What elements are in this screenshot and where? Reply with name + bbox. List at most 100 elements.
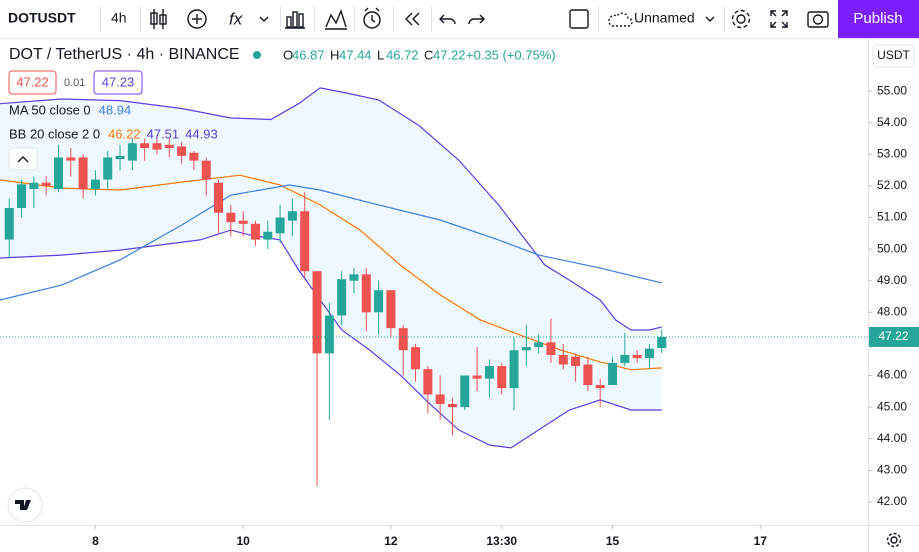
chevron[interactable] [705, 16, 715, 22]
candle-body [201, 160, 211, 180]
templates-icon[interactable] [285, 11, 305, 29]
candle-body [644, 348, 654, 359]
toolbar [0, 0, 919, 38]
candle-body [250, 223, 260, 240]
currency: USDT [877, 48, 910, 62]
candle-body [632, 354, 642, 359]
compare-icon[interactable] [187, 9, 207, 29]
indicator-templates-icon[interactable] [325, 8, 347, 30]
candle-body [411, 347, 421, 370]
candle-body [497, 366, 507, 389]
sell-box[interactable] [8, 70, 57, 95]
chart-title: DOT / TetherUS · 4h · BINANCE [9, 46, 240, 63]
publish-label[interactable]: Publish [853, 10, 902, 27]
plot-area [0, 87, 667, 487]
y-tick-label: 42.00 [877, 494, 907, 508]
candle-body [558, 354, 568, 365]
ohlc-letter: O [283, 47, 293, 62]
interval[interactable]: 4h [111, 10, 127, 26]
ohlc-value: 47.44 [339, 47, 372, 62]
buy-box[interactable] [93, 70, 143, 95]
y-tick-label: 55.00 [877, 83, 907, 97]
candle-body [238, 220, 248, 224]
publish-button[interactable] [838, 0, 919, 38]
candle-body [447, 403, 457, 408]
indicator-value: 44.93 [185, 126, 218, 141]
y-tick-label: 52.00 [877, 178, 907, 192]
candle-body [53, 157, 63, 190]
candle-body [66, 157, 76, 161]
candle-body [41, 182, 51, 186]
x-tick-label: 12 [384, 534, 398, 548]
layout-icon[interactable] [569, 9, 589, 29]
candle-body [214, 182, 224, 213]
candle-body [349, 274, 359, 281]
undo-icon[interactable] [439, 14, 456, 25]
candle-body [29, 182, 39, 190]
candle-body [324, 315, 334, 354]
candle-body [115, 155, 125, 160]
indicator-line [0, 184, 662, 301]
y-tick-label: 51.00 [877, 210, 907, 224]
indicator-value: 46.22 [108, 126, 141, 141]
redo-icon [468, 14, 485, 25]
indicator-label: BB 20 close 2 0 [9, 126, 100, 141]
candle-body [374, 290, 384, 313]
candle-body [361, 274, 371, 313]
ask-price[interactable]: 47.23 [102, 74, 135, 89]
y-tick-label: 44.00 [877, 431, 907, 445]
snapshot-icon[interactable] [807, 11, 829, 28]
candle-body [620, 354, 630, 363]
candle-body [17, 184, 27, 209]
ohlc-value: 47.22 [433, 47, 466, 62]
indicator-value: 47.51 [147, 126, 180, 141]
indicators-icon[interactable]: fx [229, 9, 243, 28]
candle-body [164, 144, 174, 148]
settings-icon[interactable] [731, 9, 751, 29]
x-tick-label: 15 [606, 534, 620, 548]
candle-body [521, 347, 531, 351]
candle-body [571, 356, 581, 367]
tv-logo [7, 487, 43, 523]
ohlc-letter: H [330, 47, 339, 62]
indicator-value: 48.94 [99, 102, 132, 117]
currency-box [872, 44, 915, 68]
candle-body [608, 362, 618, 385]
fullscreen-icon[interactable] [770, 10, 788, 28]
x-tick-label: 17 [754, 534, 768, 548]
symbol[interactable]: DOTUSDT [8, 10, 76, 26]
candle-body [4, 208, 14, 240]
market-status [253, 51, 261, 59]
y-tick-label: 46.00 [877, 368, 907, 382]
y-tick-label: 49.00 [877, 273, 907, 287]
x-tick-label: 8 [92, 534, 99, 548]
spread: 0.01 [64, 77, 85, 89]
indicator-line [0, 229, 662, 449]
ohlc-letter: C [424, 47, 433, 62]
candle-body [472, 375, 482, 379]
layout-name[interactable]: Unnamed [634, 10, 695, 26]
candle-body [398, 328, 408, 351]
chart-type-icon[interactable] [150, 9, 167, 29]
collapse-button[interactable] [8, 147, 38, 171]
caret[interactable] [17, 156, 29, 163]
ohlc-letter: L [377, 47, 384, 62]
y-tick-label: 48.00 [877, 304, 907, 318]
candle-body [657, 336, 667, 349]
cloud-icon [608, 12, 633, 27]
replay-icon[interactable] [405, 12, 420, 26]
candle-body [435, 394, 445, 404]
candle-body [275, 217, 285, 234]
bid-price[interactable]: 47.22 [16, 74, 49, 89]
candle-body [583, 364, 593, 385]
candle-body [534, 342, 544, 348]
candle-body [189, 152, 199, 161]
candle-body [595, 384, 605, 389]
candle-body [152, 143, 162, 150]
y-tick-label: 54.00 [877, 115, 907, 129]
ohlc-value: 46.87 [292, 47, 325, 62]
axis-settings-icon[interactable] [886, 532, 902, 548]
chevron[interactable] [259, 16, 269, 22]
alert-icon[interactable] [363, 7, 381, 29]
